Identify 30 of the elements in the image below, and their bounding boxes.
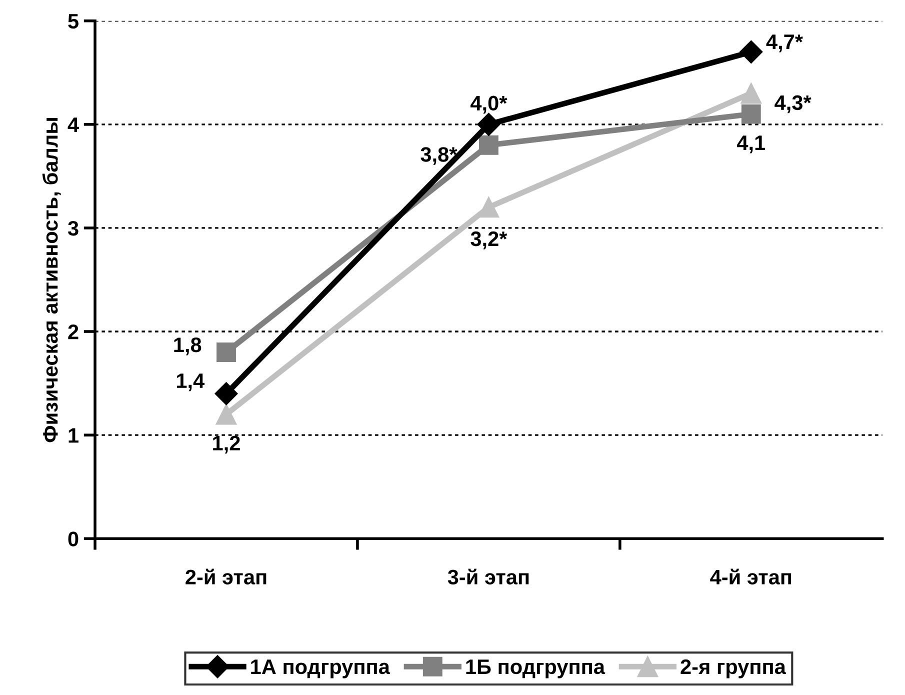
point bbox=[740, 40, 763, 64]
point bbox=[740, 82, 762, 104]
x-tick-label: 2-й этап bbox=[186, 568, 266, 584]
legend-label: 1Б подгруппа bbox=[466, 660, 606, 678]
legend-label: 2-я группа bbox=[680, 659, 786, 678]
y-tick-label: 2 bbox=[68, 324, 78, 340]
data-label: 3,2* bbox=[470, 231, 508, 250]
y-axis-title: Физическая активность, баллы bbox=[42, 118, 61, 442]
data-label: 1,2 bbox=[213, 436, 240, 454]
data-label: 4,1 bbox=[736, 136, 766, 154]
point bbox=[216, 342, 236, 362]
data-label: 1,8 bbox=[174, 338, 202, 356]
y-tick-label: 3 bbox=[68, 220, 78, 236]
point bbox=[478, 196, 500, 218]
point bbox=[214, 382, 238, 406]
point bbox=[477, 112, 500, 136]
data-label: 4,3* bbox=[774, 95, 812, 114]
legend-label: 1А подгруппа bbox=[251, 660, 390, 678]
x-tick-label: 4-й этап bbox=[710, 568, 792, 584]
data-label: 4,7* bbox=[766, 34, 803, 52]
point bbox=[216, 404, 237, 425]
point bbox=[478, 135, 498, 155]
data-label: 4,0* bbox=[470, 96, 508, 114]
x-tick-label: 3-й этап bbox=[448, 568, 529, 585]
y-tick-label: 0 bbox=[68, 532, 78, 546]
y-tick-label: 5 bbox=[68, 14, 78, 29]
point bbox=[741, 104, 761, 124]
y-tick-label: 4 bbox=[68, 118, 79, 132]
y-tick-label: 1 bbox=[68, 428, 78, 443]
data-label: 1,4 bbox=[176, 374, 205, 392]
